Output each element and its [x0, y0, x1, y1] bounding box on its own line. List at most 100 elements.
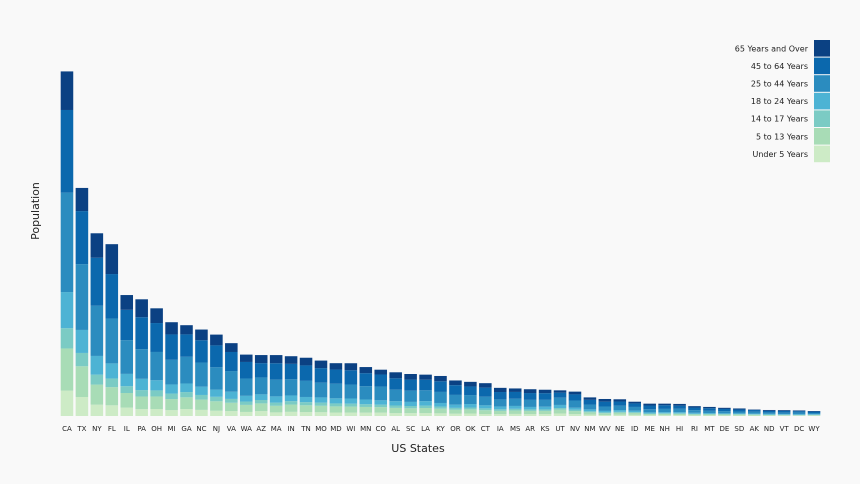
bar-segment	[374, 374, 388, 387]
bar-segment	[419, 401, 432, 406]
bar-segment	[374, 369, 388, 375]
x-tick-label: IN	[287, 425, 294, 433]
bar-segment	[777, 414, 791, 415]
bar-segment	[314, 382, 328, 398]
bar-segment	[688, 414, 701, 416]
bar-segment	[434, 406, 447, 409]
bar-segment	[613, 414, 627, 416]
bar-segment	[374, 404, 388, 408]
bar-segment	[733, 414, 746, 416]
bar-segment	[374, 412, 388, 416]
bar-segment	[75, 187, 89, 212]
bar-segment	[419, 374, 432, 380]
bar-segment	[239, 395, 253, 402]
bar-segment	[359, 367, 373, 374]
bar-segment	[613, 410, 627, 412]
bar-segment	[718, 415, 731, 416]
bar-segment	[195, 399, 208, 410]
bar-segment	[254, 355, 268, 364]
bar-segment	[165, 393, 178, 400]
bar-segment	[538, 414, 552, 416]
x-axis-label: US States	[391, 442, 445, 455]
bar-segment	[60, 109, 74, 193]
bar-segment	[269, 405, 283, 413]
bar-segment	[299, 412, 313, 416]
bar-segment	[150, 323, 163, 352]
bar-segment	[284, 356, 298, 364]
bar-segment	[60, 292, 74, 329]
bar-segment	[105, 274, 119, 319]
bar-segment	[658, 405, 671, 409]
bar-segment	[299, 357, 313, 366]
bar-segment	[493, 387, 507, 393]
bar-segment	[807, 415, 821, 416]
bar-segment	[299, 402, 313, 406]
bar-segment	[598, 413, 612, 416]
bar-segment	[479, 410, 492, 415]
bar-segment	[434, 381, 447, 392]
bar-segment	[688, 407, 701, 411]
x-tick-label: RI	[691, 425, 698, 433]
bar-segment	[568, 411, 582, 415]
bar-segment	[523, 399, 537, 407]
bar-segment	[329, 398, 343, 404]
bar-segment	[703, 408, 716, 411]
bar-segment	[688, 413, 701, 415]
bar-segment	[344, 363, 358, 371]
x-tick-label: OH	[151, 425, 162, 433]
x-tick-label: NC	[196, 425, 206, 433]
bar-segment	[359, 406, 373, 413]
bar-segment	[225, 402, 238, 412]
bar-segment	[419, 379, 432, 391]
bar-segment	[239, 378, 253, 396]
bar-segment	[105, 363, 119, 379]
bar-segment	[389, 372, 402, 379]
bar-segment	[344, 403, 358, 407]
bar-segment	[135, 299, 148, 318]
bar-segment	[493, 392, 507, 400]
bar-segment	[195, 340, 208, 363]
bar-segment	[210, 389, 223, 397]
bar-segment	[180, 392, 193, 398]
bar-segment	[613, 405, 627, 411]
bar-segment	[419, 405, 432, 409]
bar-segment	[329, 412, 343, 416]
bar-segment	[225, 398, 238, 403]
bar-segment	[747, 414, 761, 416]
x-tick-label: AZ	[256, 425, 266, 433]
bar-segment	[643, 412, 656, 414]
bar-segment	[792, 412, 806, 415]
bar-segment	[419, 413, 432, 416]
bar-segment	[299, 365, 313, 381]
bar-segment	[60, 192, 74, 293]
bar-segment	[434, 408, 447, 414]
bar-segment	[508, 388, 522, 392]
bar-segment	[464, 413, 477, 416]
bar-segment	[538, 399, 552, 407]
legend-swatch	[814, 92, 830, 110]
bar-segment	[434, 375, 447, 382]
legend-label: 18 to 24 Years	[751, 97, 808, 106]
bar-segment	[762, 414, 776, 416]
x-tick-label: DE	[719, 425, 729, 433]
x-tick-label: MT	[704, 425, 715, 433]
bar-segment	[673, 408, 686, 413]
bar-segment	[135, 409, 148, 416]
bar-segment	[180, 334, 193, 357]
bar-segment	[105, 405, 119, 416]
bar-segment	[598, 401, 612, 407]
bar-segment	[688, 410, 701, 413]
bar-segment	[180, 409, 193, 416]
legend-label: 5 to 13 Years	[756, 132, 808, 141]
legend-label: 45 to 64 Years	[751, 62, 808, 71]
bar-segment	[523, 410, 537, 415]
bar-segment	[553, 413, 567, 416]
bar-segment	[359, 412, 373, 416]
bar-segment	[359, 399, 373, 405]
bar-segment	[269, 402, 283, 406]
bar-segment	[180, 356, 193, 384]
bar-segment	[643, 409, 656, 413]
x-tick-label: NV	[570, 425, 580, 433]
bar-segment	[254, 403, 268, 412]
bar-segment	[807, 413, 821, 415]
